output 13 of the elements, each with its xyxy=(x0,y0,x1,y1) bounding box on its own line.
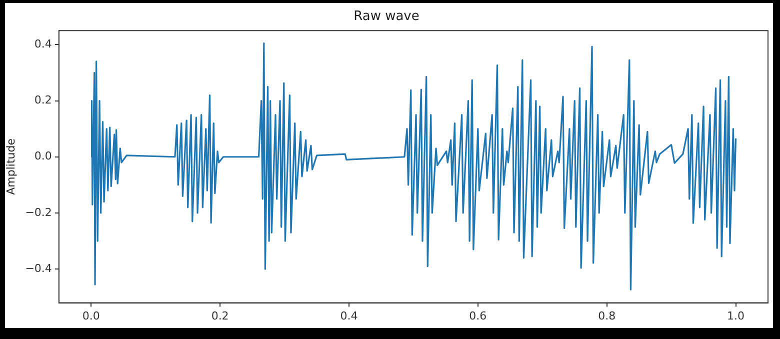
x-tick-label: 0.4 xyxy=(340,309,358,322)
x-tick-label: 0.6 xyxy=(469,309,487,322)
x-tick-label: 0.8 xyxy=(598,309,616,322)
y-tick-label: 0.2 xyxy=(34,94,52,107)
y-tick-label: 0.4 xyxy=(34,37,52,50)
x-tick-label: 0.2 xyxy=(211,309,229,322)
x-tick-label: 0.0 xyxy=(82,309,100,322)
y-tick-label: 0.0 xyxy=(34,150,52,163)
chart-title: Raw wave xyxy=(354,9,420,24)
x-tick-label: 1.0 xyxy=(727,309,745,322)
y-tick-label: −0.4 xyxy=(25,262,52,275)
y-axis-title: Amplitude xyxy=(4,138,18,195)
y-tick-label: −0.2 xyxy=(25,206,52,219)
